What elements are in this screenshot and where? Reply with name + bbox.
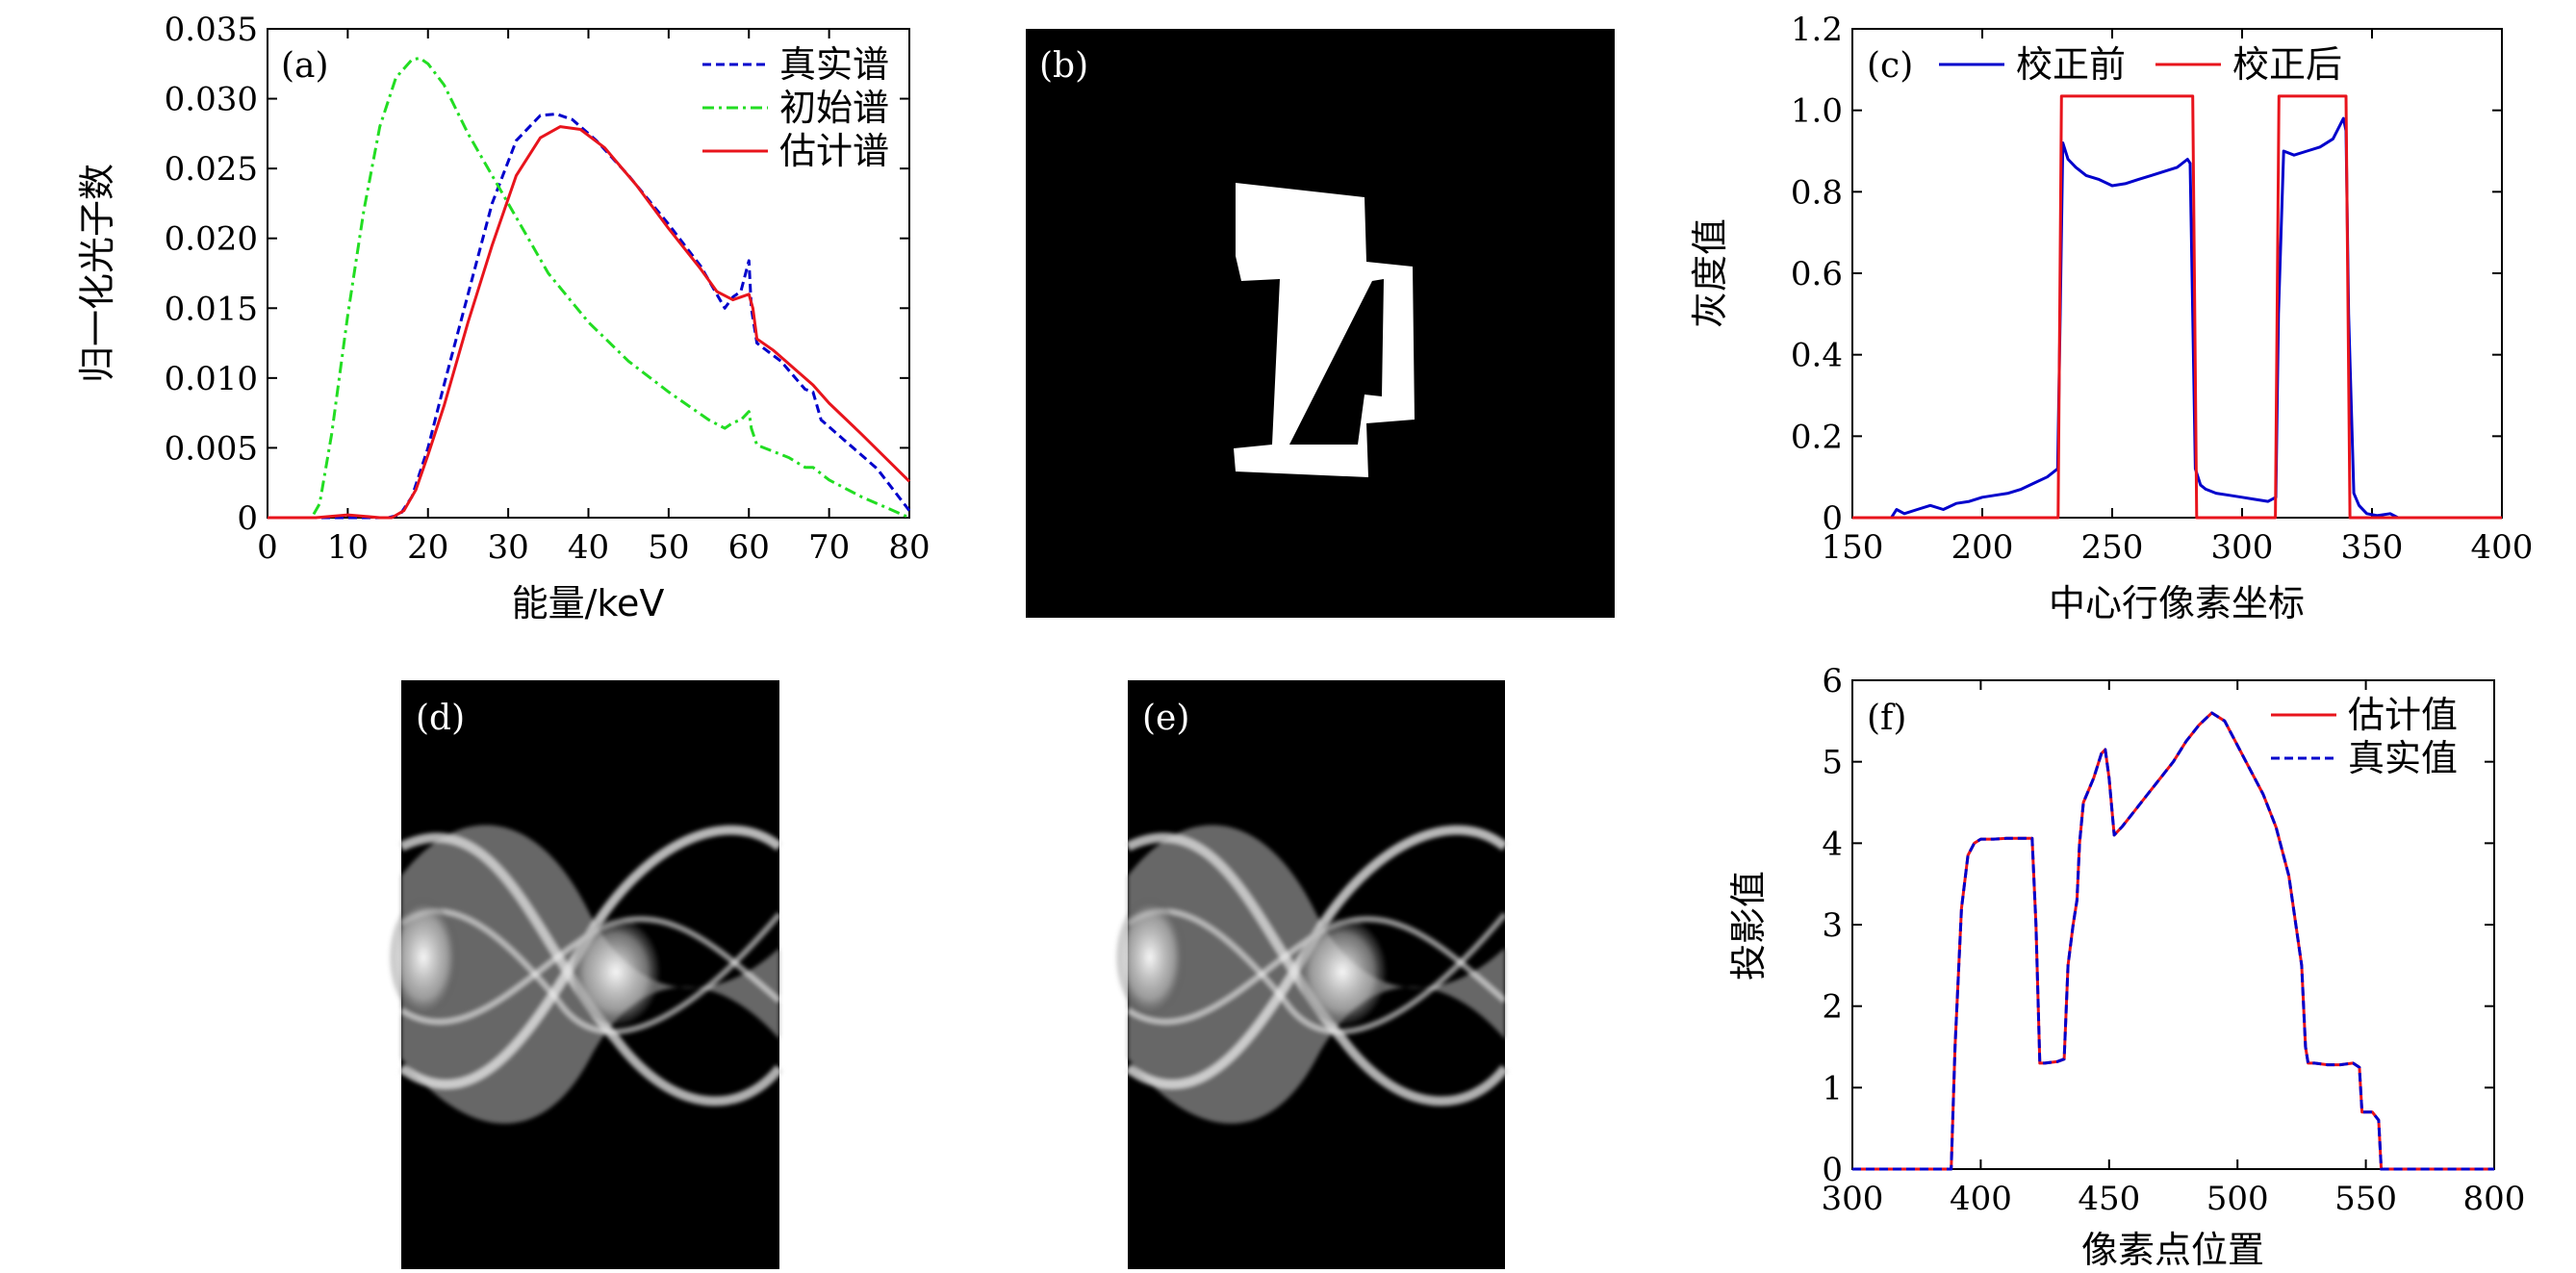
x-tick-label: 0 — [257, 528, 278, 567]
y-tick-label: 0.020 — [165, 220, 258, 259]
x-tick-label: 400 — [2471, 528, 2534, 567]
series-line-真实谱 — [268, 113, 911, 520]
phantom-shape — [1234, 183, 1415, 477]
x-tick-label: 800 — [2463, 1180, 2526, 1218]
x-ticks-c: 150 200 250 300 350 400 — [1822, 29, 2534, 567]
series-line-估计值 — [1852, 711, 2494, 1171]
y-tick-label: 0.8 — [1791, 173, 1843, 212]
chart-a: 0 0.005 0.010 0.015 0.020 0.025 0.030 0.035 0 10… — [76, 11, 931, 624]
x-tick-label: 150 — [1822, 528, 1884, 567]
x-tick-label: 300 — [1822, 1180, 1884, 1218]
x-tick-label: 50 — [648, 528, 689, 567]
panel-label-f: (f) — [1867, 699, 1906, 738]
chart-f: 0 1 2 3 4 5 6 300 400 450 500 550 800 (f) 像素点位置 投影值… — [1727, 662, 2525, 1271]
y-tick-label: 0.2 — [1791, 418, 1843, 456]
phantom-hole — [1289, 279, 1384, 445]
y-tick-label: 0 — [1822, 1151, 1843, 1189]
x-tick-label: 250 — [2081, 528, 2144, 567]
x-tick-label: 200 — [1951, 528, 2014, 567]
series-lines-a — [268, 57, 911, 520]
x-tick-label: 70 — [808, 528, 850, 567]
y-tick-label: 4 — [1822, 825, 1843, 863]
x-tick-label: 60 — [728, 528, 770, 567]
y-ticks-c: 0 0.2 0.4 0.6 0.8 1.0 1.2 — [1791, 11, 2502, 538]
image-d: (d) — [390, 680, 783, 1269]
x-tick-label: 500 — [2206, 1180, 2269, 1218]
legend-label: 初始谱 — [779, 87, 889, 129]
y-tick-label: 0 — [237, 499, 258, 538]
y-tick-label: 0.035 — [165, 11, 258, 49]
y-tick-label: 3 — [1822, 906, 1843, 945]
panel-label-a: (a) — [281, 46, 329, 86]
x-tick-label: 400 — [1950, 1180, 2012, 1218]
legend-label: 估计谱 — [779, 130, 889, 172]
y-tick-label: 5 — [1822, 744, 1843, 782]
legend-label: 校正前 — [2016, 43, 2126, 86]
y-ticks-a: 0 0.005 0.010 0.015 0.020 0.025 0.030 0.035 — [165, 11, 909, 538]
series-lines-c — [1852, 94, 2502, 520]
y-tick-label: 0.010 — [165, 360, 258, 398]
y-axis-label-c: 灰度值 — [1689, 218, 1731, 328]
panel-label-d: (d) — [416, 699, 465, 738]
x-axis-label-f: 像素点位置 — [2081, 1229, 2264, 1271]
series-line-估计谱 — [268, 125, 911, 520]
x-ticks-f: 300 400 450 500 550 800 — [1822, 680, 2526, 1218]
panel-label-e: (e) — [1142, 699, 1189, 738]
x-axis-label-a: 能量/keV — [512, 582, 665, 624]
y-tick-label: 0 — [1822, 499, 1843, 538]
legend-label: 真实谱 — [779, 43, 889, 86]
y-tick-label: 0.4 — [1791, 337, 1843, 375]
y-axis-label-f: 投影值 — [1727, 871, 1770, 980]
x-tick-label: 40 — [568, 528, 609, 567]
y-tick-label: 1 — [1822, 1069, 1843, 1108]
image-b: (b) — [1026, 29, 1615, 618]
x-tick-label: 10 — [327, 528, 369, 567]
y-tick-label: 2 — [1822, 988, 1843, 1027]
panel-label-c: (c) — [1867, 46, 1913, 86]
series-lines-f — [1852, 711, 2494, 1171]
x-tick-label: 20 — [407, 528, 448, 567]
y-tick-label: 0.005 — [165, 429, 258, 468]
y-tick-label: 0.6 — [1791, 255, 1843, 293]
x-tick-label: 350 — [2341, 528, 2404, 567]
legend-c: 校正前 校正后 — [1939, 43, 2342, 86]
legend-label: 真实值 — [2348, 737, 2458, 779]
y-tick-label: 6 — [1822, 662, 1843, 700]
y-tick-label: 1.0 — [1791, 92, 1843, 131]
series-line-校正后 — [1852, 94, 2502, 520]
x-tick-label: 300 — [2211, 528, 2274, 567]
y-tick-label: 0.030 — [165, 81, 258, 119]
legend-label: 校正后 — [2232, 43, 2342, 86]
x-tick-label: 450 — [2078, 1180, 2140, 1218]
sinogram-e — [1116, 825, 1509, 1124]
y-tick-label: 0.015 — [165, 290, 258, 328]
image-e: (e) — [1116, 680, 1509, 1269]
sinogram-d — [390, 825, 783, 1124]
x-axis-label-c: 中心行像素坐标 — [2049, 582, 2305, 624]
y-tick-label: 1.2 — [1791, 11, 1843, 49]
series-line-校正前 — [1852, 116, 2502, 520]
y-axis-label-a: 归一化光子数 — [76, 164, 118, 383]
x-tick-label: 30 — [487, 528, 528, 567]
legend-label: 估计值 — [2348, 694, 2458, 736]
x-ticks-a: 0 10 20 30 40 50 60 70 80 — [257, 29, 931, 567]
y-tick-label: 0.025 — [165, 150, 258, 189]
plot-frame-c — [1851, 28, 2503, 519]
chart-c: 0 0.2 0.4 0.6 0.8 1.0 1.2 150 200 250 300 350 400 (… — [1689, 11, 2533, 624]
x-tick-label: 80 — [888, 528, 930, 567]
panel-label-b: (b) — [1039, 46, 1088, 86]
series-line-真实值 — [1852, 711, 2494, 1171]
x-tick-label: 550 — [2334, 1180, 2397, 1218]
series-line-初始谱 — [268, 57, 910, 520]
